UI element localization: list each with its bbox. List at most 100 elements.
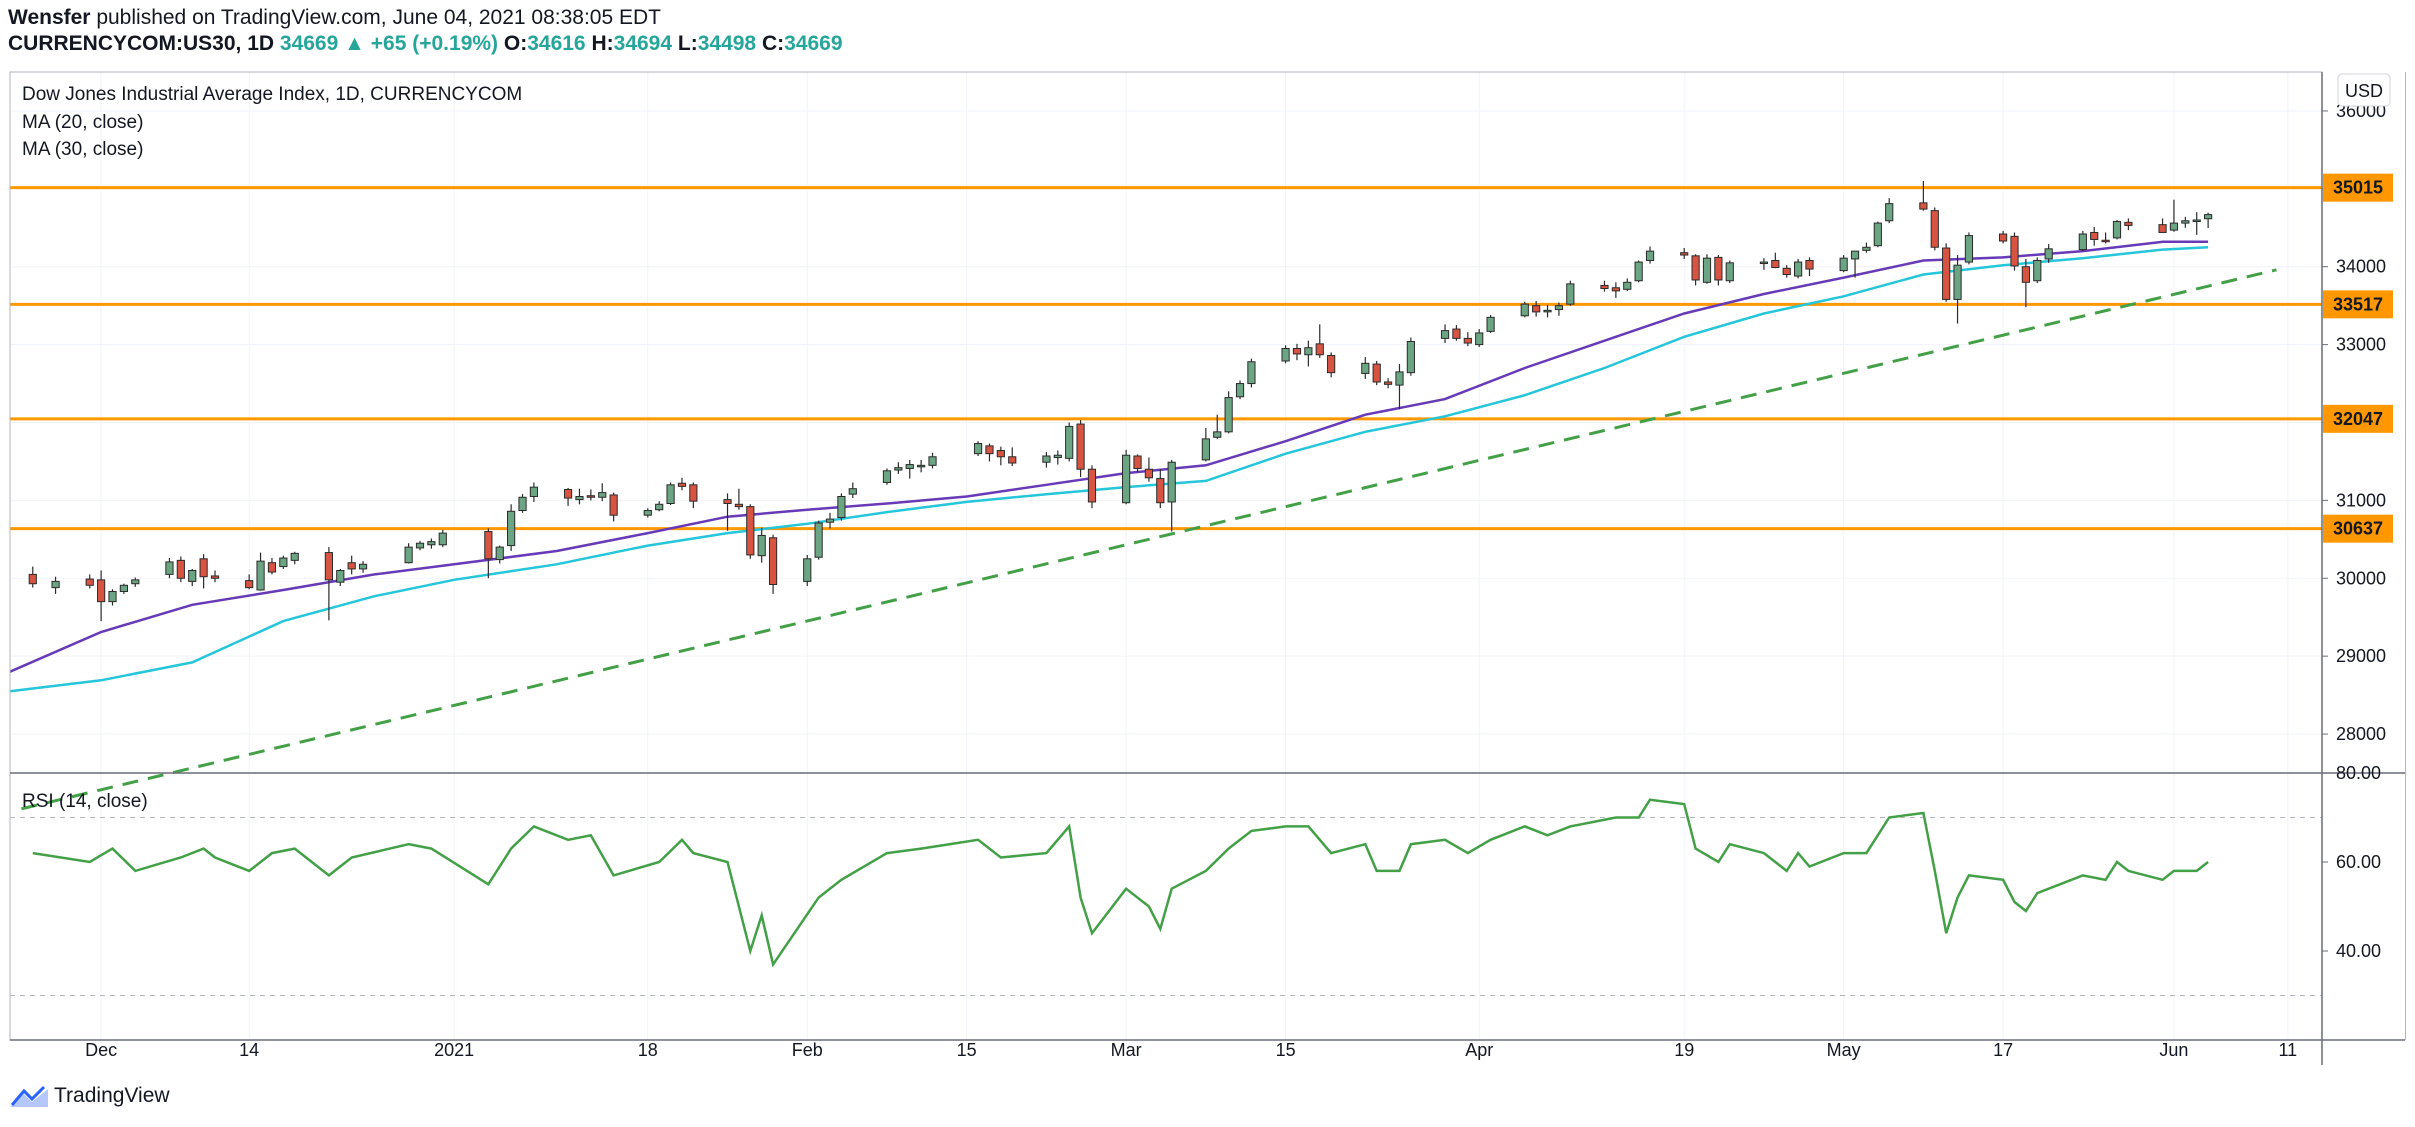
candle[interactable] <box>803 554 812 587</box>
candle[interactable] <box>1327 352 1336 378</box>
candle[interactable] <box>507 504 516 552</box>
currency-button[interactable] <box>2337 73 2391 107</box>
candle[interactable] <box>1919 181 1928 211</box>
candle[interactable] <box>2033 257 2042 284</box>
candle[interactable] <box>598 483 607 502</box>
candle[interactable] <box>1087 465 1097 509</box>
candle[interactable] <box>1304 340 1313 367</box>
candle[interactable] <box>1839 255 1848 273</box>
candle[interactable] <box>1600 280 1609 292</box>
candle[interactable] <box>529 482 539 502</box>
candle[interactable] <box>1634 260 1643 283</box>
candle[interactable] <box>723 493 732 531</box>
candle[interactable] <box>734 488 744 510</box>
candle[interactable] <box>290 551 299 565</box>
candle[interactable] <box>1315 324 1324 358</box>
candle[interactable] <box>484 528 493 579</box>
candle[interactable] <box>1680 248 1689 259</box>
candle[interactable] <box>176 556 185 583</box>
candle[interactable] <box>1850 250 1860 278</box>
candle[interactable] <box>1224 391 1233 434</box>
candle[interactable] <box>882 468 892 485</box>
candle[interactable] <box>1691 254 1700 286</box>
candle[interactable] <box>973 441 983 456</box>
candle[interactable] <box>1725 260 1734 284</box>
candle[interactable] <box>1395 364 1404 410</box>
candle[interactable] <box>427 538 436 549</box>
candle[interactable] <box>2124 218 2133 231</box>
candle[interactable] <box>28 566 37 588</box>
candle[interactable] <box>85 574 94 589</box>
candle[interactable] <box>1361 357 1370 379</box>
candle[interactable] <box>677 477 687 491</box>
candle[interactable] <box>2044 244 2053 263</box>
candle[interactable] <box>814 520 823 560</box>
candle[interactable] <box>1805 257 1814 277</box>
candle[interactable] <box>1543 304 1552 318</box>
candle[interactable] <box>1771 252 1780 269</box>
candle[interactable] <box>757 527 766 563</box>
candle[interactable] <box>1452 325 1461 341</box>
candle[interactable] <box>768 534 778 594</box>
candle[interactable] <box>1645 246 1655 264</box>
candle[interactable] <box>1532 300 1541 317</box>
candle[interactable] <box>1053 450 1062 465</box>
candle[interactable] <box>609 492 618 522</box>
candle[interactable] <box>2192 212 2201 235</box>
candle[interactable] <box>2112 219 2122 240</box>
candle[interactable] <box>2101 232 2110 244</box>
candle[interactable] <box>1383 378 1393 389</box>
candle[interactable] <box>324 547 333 621</box>
candle[interactable] <box>848 482 857 499</box>
candle[interactable] <box>2169 199 2179 232</box>
candle[interactable] <box>1213 414 1222 439</box>
candle[interactable] <box>131 577 140 587</box>
candle[interactable] <box>1554 302 1564 316</box>
candle[interactable] <box>1042 452 1051 468</box>
candle[interactable] <box>905 459 914 479</box>
candle[interactable] <box>1156 469 1165 509</box>
candle[interactable] <box>1759 258 1769 270</box>
candle[interactable] <box>256 552 265 591</box>
candle[interactable] <box>1076 420 1085 478</box>
candle[interactable] <box>1440 324 1450 344</box>
candle[interactable] <box>1862 242 1871 253</box>
candle[interactable] <box>1702 254 1712 284</box>
candle[interactable] <box>2204 212 2213 228</box>
candle[interactable] <box>404 543 413 564</box>
candle[interactable] <box>1292 343 1302 361</box>
candle[interactable] <box>1281 345 1290 364</box>
candle[interactable] <box>1566 280 1575 306</box>
candle[interactable] <box>1885 198 1894 224</box>
candle[interactable] <box>358 561 368 573</box>
candle[interactable] <box>837 493 846 521</box>
candle[interactable] <box>1999 230 2008 244</box>
candle[interactable] <box>1372 360 1381 386</box>
candle[interactable] <box>985 443 994 462</box>
candle[interactable] <box>1714 255 1723 286</box>
candle[interactable] <box>518 494 527 513</box>
price-pane[interactable] <box>9 181 2322 811</box>
candle[interactable] <box>1873 221 1882 248</box>
candle[interactable] <box>1247 358 1256 388</box>
candle[interactable] <box>119 583 128 594</box>
candle[interactable] <box>2010 232 2019 271</box>
candle[interactable] <box>746 504 755 559</box>
candle[interactable] <box>108 589 117 606</box>
candle[interactable] <box>1964 232 1974 265</box>
candle[interactable] <box>1201 427 1210 462</box>
candle[interactable] <box>655 501 664 512</box>
candle[interactable] <box>1486 315 1495 333</box>
candle[interactable] <box>97 570 106 622</box>
candle[interactable] <box>2158 218 2167 233</box>
candle[interactable] <box>245 574 254 590</box>
candle[interactable] <box>1235 380 1245 400</box>
candle[interactable] <box>188 568 197 587</box>
candle[interactable] <box>1463 332 1472 347</box>
candle[interactable] <box>2021 258 2030 308</box>
candle[interactable] <box>666 482 675 506</box>
candle[interactable] <box>563 487 573 506</box>
candle[interactable] <box>1008 447 1017 467</box>
candle[interactable] <box>415 540 425 551</box>
